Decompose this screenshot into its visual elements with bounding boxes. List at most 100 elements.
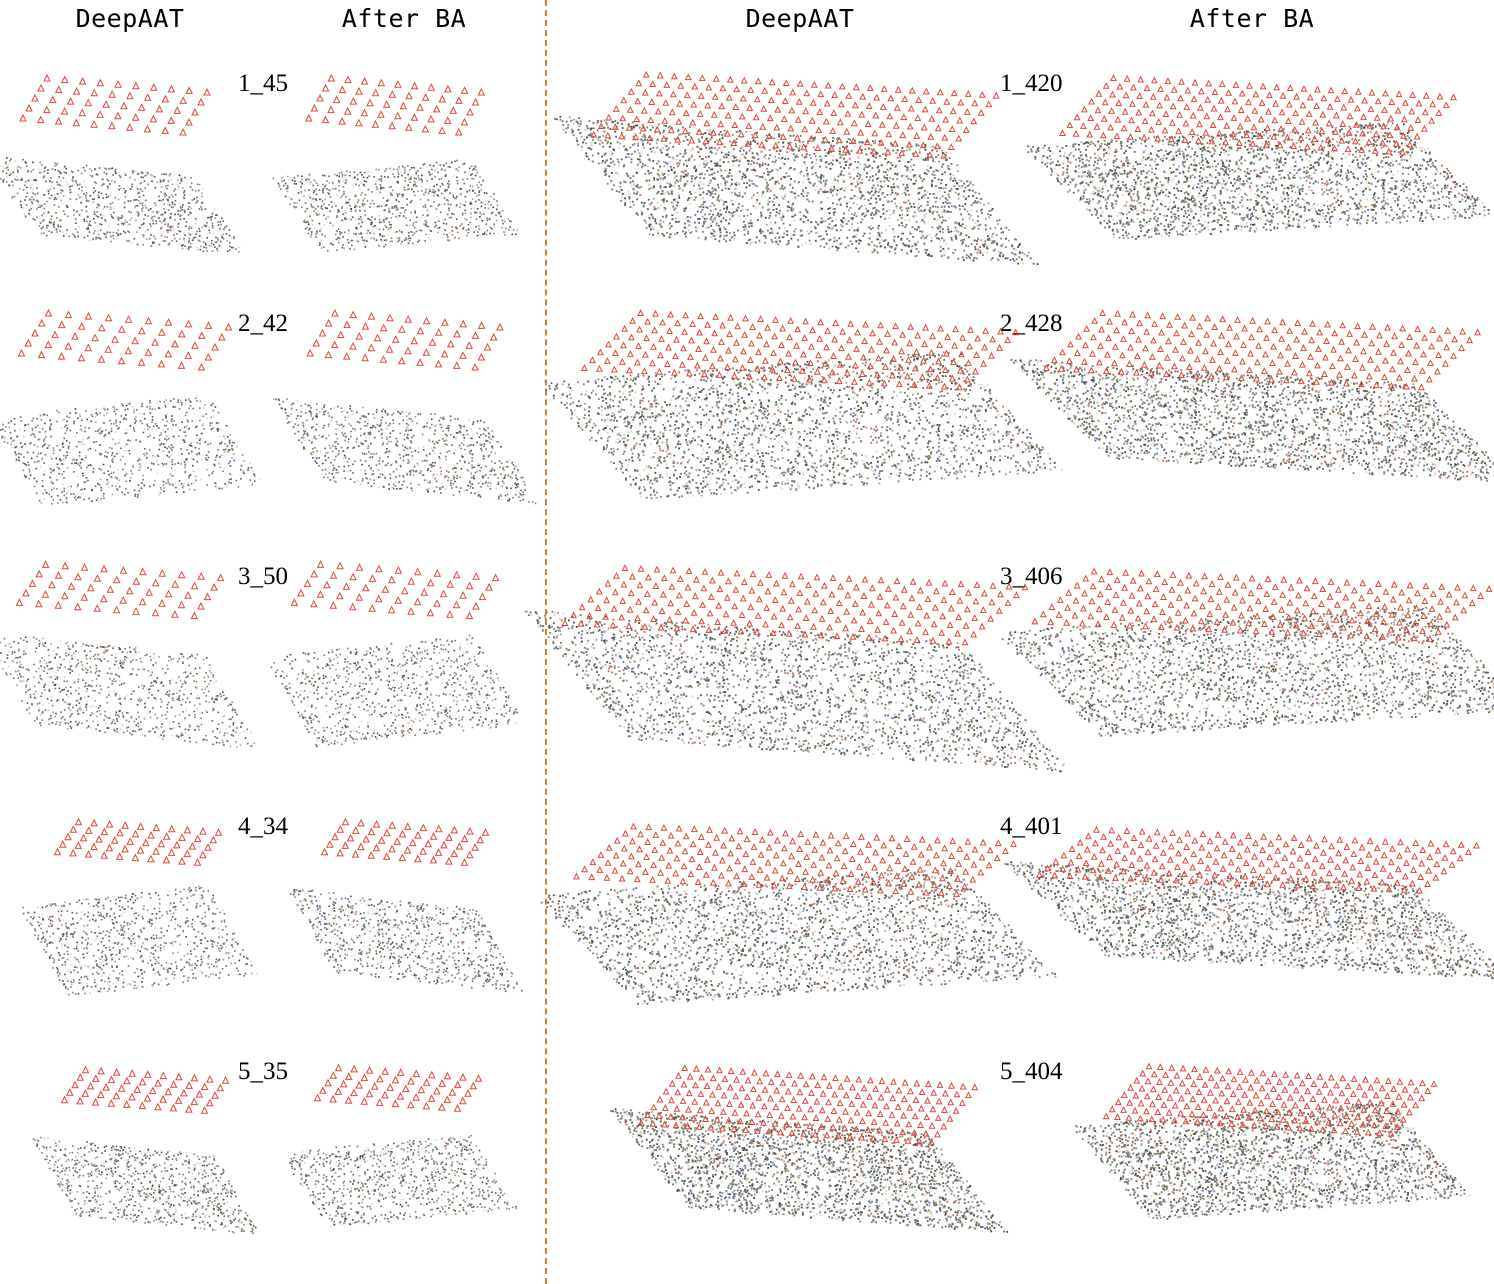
point [72,1145,74,1147]
point [179,690,181,692]
point [160,191,162,193]
point [131,716,133,718]
point [139,698,141,700]
point [97,211,99,213]
point [183,1194,185,1196]
point [165,399,167,401]
point [130,1199,132,1201]
point [73,1179,75,1181]
point [71,1185,73,1187]
point [81,943,83,945]
point [109,696,111,698]
point [1,165,3,167]
point [196,435,198,437]
point [225,449,227,451]
point [202,1156,204,1158]
point [194,921,196,923]
point [207,444,209,446]
point [25,686,27,688]
point [66,1167,68,1169]
point [72,707,74,709]
point [208,955,210,957]
point [159,444,161,446]
point [124,696,126,698]
point [201,956,203,958]
point [161,1150,163,1152]
point [98,429,100,431]
point [161,227,163,229]
point [145,1162,147,1164]
point [55,905,57,907]
point [165,406,167,408]
point [90,1209,92,1211]
camera-marker [155,1104,161,1110]
point [38,682,40,684]
point [51,195,53,197]
point [95,940,97,942]
point [237,727,239,729]
point [256,973,258,975]
point [2,171,4,173]
point [198,697,200,699]
point [101,975,103,977]
point [97,1156,99,1158]
point [165,425,167,427]
point [70,924,72,926]
point [92,690,94,692]
point [204,951,206,953]
point [193,471,195,473]
point [14,196,16,198]
point [195,190,197,192]
point [214,209,216,211]
point [166,448,168,450]
point [206,1198,208,1200]
point [157,677,159,679]
point [211,422,213,424]
point [169,478,171,480]
point [92,1143,94,1145]
point [190,941,192,943]
point [212,213,214,215]
point [211,405,213,407]
point [119,1150,121,1152]
point [287,191,289,193]
point [251,484,253,486]
point [164,218,166,220]
point [108,946,110,948]
point [223,909,225,911]
point [73,471,75,473]
point [131,945,133,947]
point [493,207,495,209]
point [81,173,83,175]
point [106,1174,108,1176]
point [195,447,197,449]
point [191,483,193,485]
point [127,730,129,732]
point [239,247,241,249]
point [135,220,137,222]
point [87,1173,89,1175]
point [217,1193,219,1195]
point [163,481,165,483]
camera-marker [108,1100,114,1106]
point [83,1192,85,1194]
point [213,709,215,711]
point [212,720,214,722]
point [43,498,45,500]
point [188,477,190,479]
point [118,933,120,935]
point [96,965,98,967]
point [225,965,227,967]
point [235,248,237,250]
point [189,737,191,739]
point [74,931,76,933]
point [213,965,215,967]
point [80,699,82,701]
point [162,199,164,201]
camera-marker [200,828,206,834]
point [191,1203,193,1205]
camera-marker [140,599,146,605]
point [209,967,211,969]
point [209,670,211,672]
point [213,1180,215,1182]
